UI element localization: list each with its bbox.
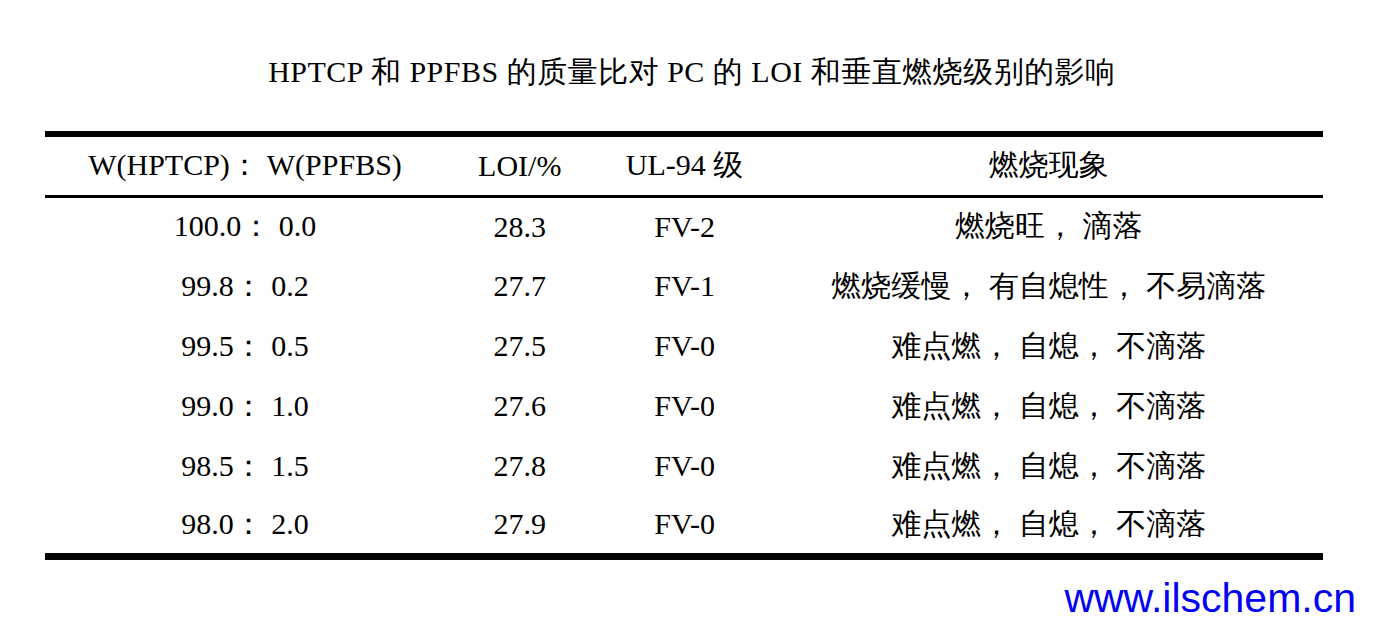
cell-mass-ratio: 100.0： 0.0 — [45, 196, 445, 256]
cell-ul94: FV-0 — [595, 436, 775, 496]
cell-phenomenon: 难点燃， 自熄， 不滴落 — [775, 496, 1323, 556]
cell-mass-ratio: 99.8： 0.2 — [45, 256, 445, 316]
cell-ul94: FV-0 — [595, 316, 775, 376]
table-title: HPTCP 和 PPFBS 的质量比对 PC 的 LOI 和垂直燃烧级别的影响 — [0, 52, 1384, 93]
cell-ul94: FV-1 — [595, 256, 775, 316]
cell-loi: 27.6 — [445, 376, 595, 436]
watermark-text: www.ilschem.cn — [1064, 576, 1356, 621]
col-header-ul94: UL-94 级 — [595, 134, 775, 196]
cell-phenomenon: 难点燃， 自熄， 不滴落 — [775, 436, 1323, 496]
table-row: 99.5： 0.5 27.5 FV-0 难点燃， 自熄， 不滴落 — [45, 316, 1323, 376]
cell-phenomenon: 燃烧缓慢， 有自熄性， 不易滴落 — [775, 256, 1323, 316]
data-table: W(HPTCP)： W(PPFBS) LOI/% UL-94 级 燃烧现象 10… — [45, 131, 1323, 560]
table-row: 99.8： 0.2 27.7 FV-1 燃烧缓慢， 有自熄性， 不易滴落 — [45, 256, 1323, 316]
cell-mass-ratio: 99.5： 0.5 — [45, 316, 445, 376]
col-header-mass-ratio: W(HPTCP)： W(PPFBS) — [45, 134, 445, 196]
table-row: 100.0： 0.0 28.3 FV-2 燃烧旺， 滴落 — [45, 196, 1323, 256]
cell-loi: 27.5 — [445, 316, 595, 376]
cell-loi: 27.8 — [445, 436, 595, 496]
header-row: W(HPTCP)： W(PPFBS) LOI/% UL-94 级 燃烧现象 — [45, 134, 1323, 196]
cell-loi: 27.7 — [445, 256, 595, 316]
table-row: 98.0： 2.0 27.9 FV-0 难点燃， 自熄， 不滴落 — [45, 496, 1323, 556]
cell-loi: 28.3 — [445, 196, 595, 256]
table-row: 98.5： 1.5 27.8 FV-0 难点燃， 自熄， 不滴落 — [45, 436, 1323, 496]
table-row: 99.0： 1.0 27.6 FV-0 难点燃， 自熄， 不滴落 — [45, 376, 1323, 436]
cell-ul94: FV-2 — [595, 196, 775, 256]
cell-loi: 27.9 — [445, 496, 595, 556]
cell-mass-ratio: 99.0： 1.0 — [45, 376, 445, 436]
cell-phenomenon: 燃烧旺， 滴落 — [775, 196, 1323, 256]
col-header-phenomenon: 燃烧现象 — [775, 134, 1323, 196]
cell-mass-ratio: 98.0： 2.0 — [45, 496, 445, 556]
cell-ul94: FV-0 — [595, 376, 775, 436]
col-header-loi: LOI/% — [445, 134, 595, 196]
cell-phenomenon: 难点燃， 自熄， 不滴落 — [775, 376, 1323, 436]
cell-ul94: FV-0 — [595, 496, 775, 556]
cell-mass-ratio: 98.5： 1.5 — [45, 436, 445, 496]
cell-phenomenon: 难点燃， 自熄， 不滴落 — [775, 316, 1323, 376]
